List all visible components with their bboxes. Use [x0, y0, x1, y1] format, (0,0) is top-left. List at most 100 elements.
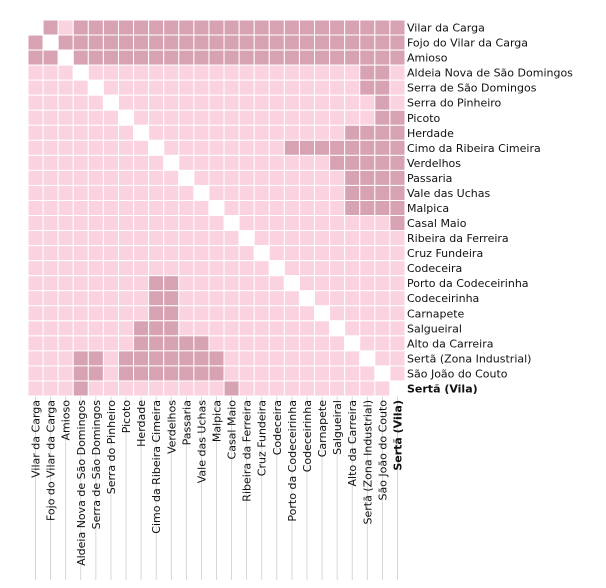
heatmap-cell — [374, 350, 391, 367]
heatmap-cell — [253, 365, 270, 382]
heatmap-cell — [223, 124, 240, 141]
heatmap-cell — [42, 320, 59, 337]
row-label-codeceira: Codeceira — [407, 262, 462, 275]
heatmap-cell — [208, 34, 225, 51]
heatmap-cell — [344, 215, 361, 232]
heatmap-cell — [193, 215, 210, 232]
heatmap-cell — [359, 184, 376, 201]
column-labels: Vilar da Carga Fojo do Vilar da Carga Amio… — [30, 400, 405, 566]
heatmap-cell — [344, 245, 361, 262]
heatmap-cell — [238, 154, 255, 171]
heatmap-cell — [283, 245, 300, 262]
heatmap-cell — [87, 169, 104, 186]
heatmap-cell — [314, 154, 331, 171]
row-label-ribeira-da-ferreira: Ribeira da Ferreira — [407, 232, 509, 245]
row-label-salgueiral: Salgueiral — [407, 322, 462, 335]
heatmap-cell — [27, 109, 44, 126]
heatmap-cell — [178, 139, 195, 156]
column-label-porto-da-codeceirinha: Porto da Codeceirinha — [286, 400, 299, 522]
heatmap-cell — [57, 275, 74, 292]
heatmap-cell — [283, 139, 300, 156]
heatmap-cell — [389, 124, 406, 141]
heatmap-cell — [389, 64, 406, 81]
heatmap-cell — [133, 305, 150, 322]
heatmap-cell — [238, 124, 255, 141]
heatmap-cell — [57, 230, 74, 247]
heatmap-cell — [87, 245, 104, 262]
heatmap-cell — [389, 290, 406, 307]
heatmap-cell — [238, 275, 255, 292]
heatmap-cell — [268, 215, 285, 232]
heatmap-cell — [57, 350, 74, 367]
heatmap-cell — [193, 199, 210, 217]
heatmap-cell — [359, 79, 376, 96]
heatmap-cell — [148, 290, 165, 307]
heatmap-cell — [163, 79, 180, 96]
heatmap-cell — [178, 260, 195, 277]
heatmap-cell — [57, 365, 74, 382]
heatmap-cell — [253, 184, 270, 201]
heatmap-cell — [72, 260, 89, 277]
heatmap-cell — [87, 79, 104, 96]
heatmap-cell — [27, 49, 44, 66]
heatmap-cell — [178, 124, 195, 141]
heatmap-cell — [193, 49, 210, 66]
heatmap-cell — [223, 260, 240, 277]
heatmap-cell — [102, 350, 119, 367]
heatmap-cell — [163, 230, 180, 247]
heatmap-cell — [57, 154, 74, 171]
heatmap-cell — [163, 184, 180, 201]
heatmap-cell — [117, 49, 135, 66]
heatmap-cell — [298, 169, 316, 186]
heatmap-cell — [57, 49, 74, 66]
heatmap-cell — [42, 79, 59, 96]
heatmap-cell — [163, 64, 180, 81]
heatmap-cell — [238, 199, 255, 217]
heatmap-cell — [27, 260, 44, 277]
heatmap-cell — [163, 275, 180, 292]
heatmap-cell — [314, 184, 331, 201]
heatmap-cell — [102, 335, 119, 352]
heatmap-cell — [283, 260, 300, 277]
heatmap-cell — [193, 245, 210, 262]
heatmap-cell — [223, 169, 240, 186]
heatmap-cell — [268, 305, 285, 322]
column-label-alto-da-carreira: Alto da Carreira — [346, 400, 359, 486]
heatmap-cell — [253, 139, 270, 156]
heatmap-cell — [163, 34, 180, 51]
heatmap-cell — [163, 290, 180, 307]
heatmap-cell — [117, 290, 135, 307]
heatmap-cell — [117, 79, 135, 96]
row-label-verdelhos: Verdelhos — [407, 157, 461, 170]
heatmap-cell — [193, 365, 210, 382]
heatmap-cell — [42, 290, 59, 307]
heatmap-cell — [268, 184, 285, 201]
column-label-passaria: Passaria — [180, 400, 193, 445]
heatmap-cell — [238, 350, 255, 367]
heatmap-cell — [314, 365, 331, 382]
heatmap-cell — [344, 335, 361, 352]
heatmap-cell — [42, 365, 59, 382]
heatmap-cell — [389, 79, 406, 96]
heatmap-cell — [238, 260, 255, 277]
heatmap-cell — [374, 109, 391, 126]
heatmap-cell — [87, 350, 104, 367]
heatmap-cell — [87, 184, 104, 201]
heatmap-cell — [117, 64, 135, 81]
heatmap-cell — [223, 49, 240, 66]
heatmap-cell — [87, 275, 104, 292]
heatmap-cell — [42, 19, 59, 36]
heatmap-cell — [133, 380, 150, 397]
heatmap-cell — [208, 49, 225, 66]
heatmap-cell — [57, 124, 74, 141]
heatmap-cell — [283, 124, 300, 141]
heatmap-cell — [223, 275, 240, 292]
heatmap-cell — [238, 139, 255, 156]
heatmap-cell — [27, 154, 44, 171]
heatmap-cell — [389, 305, 406, 322]
heatmap-cell — [148, 245, 165, 262]
heatmap-cell — [57, 139, 74, 156]
heatmap-cell — [117, 154, 135, 171]
heatmap-cell — [87, 124, 104, 141]
heatmap-cell — [268, 169, 285, 186]
